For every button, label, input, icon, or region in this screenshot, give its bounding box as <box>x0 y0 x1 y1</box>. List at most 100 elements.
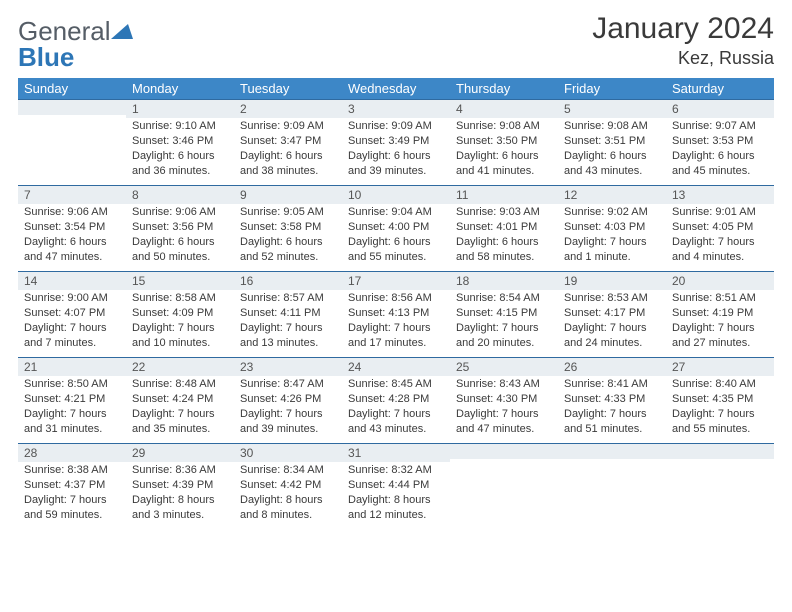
day-number: 23 <box>240 360 253 374</box>
sunrise-text: Sunrise: 9:08 AM <box>456 119 552 134</box>
day-details: Sunrise: 8:53 AMSunset: 4:17 PMDaylight:… <box>558 290 666 354</box>
calendar-day-cell: 2Sunrise: 9:09 AMSunset: 3:47 PMDaylight… <box>234 99 342 185</box>
day-details: Sunrise: 9:05 AMSunset: 3:58 PMDaylight:… <box>234 204 342 268</box>
sunrise-text: Sunrise: 8:36 AM <box>132 463 228 478</box>
calendar-day-cell: 25Sunrise: 8:43 AMSunset: 4:30 PMDayligh… <box>450 357 558 443</box>
day-number: 26 <box>564 360 577 374</box>
day-number-bar: 23 <box>234 357 342 376</box>
daylight-text: Daylight: 6 hours and 55 minutes. <box>348 235 444 265</box>
sunset-text: Sunset: 3:49 PM <box>348 134 444 149</box>
day-number-bar: 15 <box>126 271 234 290</box>
sunset-text: Sunset: 4:35 PM <box>672 392 768 407</box>
calendar-day-cell: 8Sunrise: 9:06 AMSunset: 3:56 PMDaylight… <box>126 185 234 271</box>
sunset-text: Sunset: 3:47 PM <box>240 134 336 149</box>
sunrise-text: Sunrise: 8:32 AM <box>348 463 444 478</box>
daylight-text: Daylight: 7 hours and 31 minutes. <box>24 407 120 437</box>
daylight-text: Daylight: 7 hours and 10 minutes. <box>132 321 228 351</box>
sunset-text: Sunset: 3:53 PM <box>672 134 768 149</box>
day-details: Sunrise: 8:54 AMSunset: 4:15 PMDaylight:… <box>450 290 558 354</box>
daylight-text: Daylight: 7 hours and 35 minutes. <box>132 407 228 437</box>
daylight-text: Daylight: 7 hours and 7 minutes. <box>24 321 120 351</box>
day-number: 16 <box>240 274 253 288</box>
sunrise-text: Sunrise: 8:51 AM <box>672 291 768 306</box>
daylight-text: Daylight: 8 hours and 3 minutes. <box>132 493 228 523</box>
calendar-day-cell: 29Sunrise: 8:36 AMSunset: 4:39 PMDayligh… <box>126 443 234 529</box>
brand-triangle-icon <box>111 22 133 40</box>
day-number: 9 <box>240 188 247 202</box>
daylight-text: Daylight: 7 hours and 13 minutes. <box>240 321 336 351</box>
sunset-text: Sunset: 4:26 PM <box>240 392 336 407</box>
sunrise-text: Sunrise: 8:41 AM <box>564 377 660 392</box>
calendar-day-cell: 6Sunrise: 9:07 AMSunset: 3:53 PMDaylight… <box>666 99 774 185</box>
sunset-text: Sunset: 4:11 PM <box>240 306 336 321</box>
day-details: Sunrise: 8:45 AMSunset: 4:28 PMDaylight:… <box>342 376 450 440</box>
calendar-day-cell: 22Sunrise: 8:48 AMSunset: 4:24 PMDayligh… <box>126 357 234 443</box>
day-details: Sunrise: 9:03 AMSunset: 4:01 PMDaylight:… <box>450 204 558 268</box>
day-details: Sunrise: 9:01 AMSunset: 4:05 PMDaylight:… <box>666 204 774 268</box>
sunrise-text: Sunrise: 8:58 AM <box>132 291 228 306</box>
weekday-header-row: Sunday Monday Tuesday Wednesday Thursday… <box>18 78 774 99</box>
day-details: Sunrise: 8:57 AMSunset: 4:11 PMDaylight:… <box>234 290 342 354</box>
day-details: Sunrise: 9:08 AMSunset: 3:51 PMDaylight:… <box>558 118 666 182</box>
day-number: 25 <box>456 360 469 374</box>
sunrise-text: Sunrise: 8:53 AM <box>564 291 660 306</box>
day-details: Sunrise: 8:34 AMSunset: 4:42 PMDaylight:… <box>234 462 342 526</box>
sunset-text: Sunset: 4:07 PM <box>24 306 120 321</box>
day-number: 27 <box>672 360 685 374</box>
page-header: General Blue January 2024 Kez, Russia <box>18 12 774 70</box>
day-number-bar: 21 <box>18 357 126 376</box>
day-number-bar <box>558 443 666 459</box>
calendar-week-row: 14Sunrise: 9:00 AMSunset: 4:07 PMDayligh… <box>18 271 774 357</box>
calendar-day-cell: 16 Sunrise: 8:57 AMSunset: 4:11 PMDayligh… <box>234 271 342 357</box>
daylight-text: Daylight: 7 hours and 27 minutes. <box>672 321 768 351</box>
day-details: Sunrise: 8:41 AMSunset: 4:33 PMDaylight:… <box>558 376 666 440</box>
sunrise-text: Sunrise: 8:45 AM <box>348 377 444 392</box>
day-number-bar: 9 <box>234 185 342 204</box>
sunrise-text: Sunrise: 9:05 AM <box>240 205 336 220</box>
title-block: January 2024 Kez, Russia <box>592 12 774 69</box>
sunrise-text: Sunrise: 9:01 AM <box>672 205 768 220</box>
day-number-bar: 8 <box>126 185 234 204</box>
sunrise-text: Sunrise: 8:43 AM <box>456 377 552 392</box>
sunset-text: Sunset: 4:09 PM <box>132 306 228 321</box>
sunset-text: Sunset: 4:44 PM <box>348 478 444 493</box>
day-number: 4 <box>456 102 463 116</box>
day-number: 20 <box>672 274 685 288</box>
day-details: Sunrise: 8:47 AMSunset: 4:26 PMDaylight:… <box>234 376 342 440</box>
sunrise-text: Sunrise: 9:02 AM <box>564 205 660 220</box>
day-details: Sunrise: 8:40 AMSunset: 4:35 PMDaylight:… <box>666 376 774 440</box>
sunset-text: Sunset: 4:15 PM <box>456 306 552 321</box>
day-number: 29 <box>132 446 145 460</box>
calendar-day-cell: 19Sunrise: 8:53 AMSunset: 4:17 PMDayligh… <box>558 271 666 357</box>
daylight-text: Daylight: 6 hours and 58 minutes. <box>456 235 552 265</box>
calendar-day-cell: 5Sunrise: 9:08 AMSunset: 3:51 PMDaylight… <box>558 99 666 185</box>
day-number-bar: 16 <box>234 271 342 290</box>
calendar-day-cell: 1Sunrise: 9:10 AMSunset: 3:46 PMDaylight… <box>126 99 234 185</box>
calendar-day-cell: 23 Sunrise: 8:47 AMSunset: 4:26 PMDayligh… <box>234 357 342 443</box>
calendar-day-cell: 10Sunrise: 9:04 AMSunset: 4:00 PMDayligh… <box>342 185 450 271</box>
calendar-day-cell: 17Sunrise: 8:56 AMSunset: 4:13 PMDayligh… <box>342 271 450 357</box>
day-number-bar: 26 <box>558 357 666 376</box>
day-details: Sunrise: 9:09 AMSunset: 3:47 PMDaylight:… <box>234 118 342 182</box>
sunset-text: Sunset: 4:28 PM <box>348 392 444 407</box>
day-number-bar: 25 <box>450 357 558 376</box>
day-number-bar: 20 <box>666 271 774 290</box>
day-number: 7 <box>24 188 31 202</box>
sunrise-text: Sunrise: 9:09 AM <box>348 119 444 134</box>
daylight-text: Daylight: 6 hours and 38 minutes. <box>240 149 336 179</box>
day-details: Sunrise: 9:08 AMSunset: 3:50 PMDaylight:… <box>450 118 558 182</box>
sunrise-text: Sunrise: 9:04 AM <box>348 205 444 220</box>
calendar-week-row: 28Sunrise: 8:38 AMSunset: 4:37 PMDayligh… <box>18 443 774 529</box>
day-number-bar: 7 <box>18 185 126 204</box>
day-details: Sunrise: 8:32 AMSunset: 4:44 PMDaylight:… <box>342 462 450 526</box>
weekday-header: Friday <box>558 78 666 99</box>
calendar-week-row: 7Sunrise: 9:06 AMSunset: 3:54 PMDaylight… <box>18 185 774 271</box>
day-details: Sunrise: 8:48 AMSunset: 4:24 PMDaylight:… <box>126 376 234 440</box>
sunrise-text: Sunrise: 8:34 AM <box>240 463 336 478</box>
sunset-text: Sunset: 4:37 PM <box>24 478 120 493</box>
day-details: Sunrise: 9:04 AMSunset: 4:00 PMDaylight:… <box>342 204 450 268</box>
day-number-bar <box>666 443 774 459</box>
daylight-text: Daylight: 7 hours and 1 minute. <box>564 235 660 265</box>
day-number-bar: 3 <box>342 99 450 118</box>
sunrise-text: Sunrise: 8:47 AM <box>240 377 336 392</box>
